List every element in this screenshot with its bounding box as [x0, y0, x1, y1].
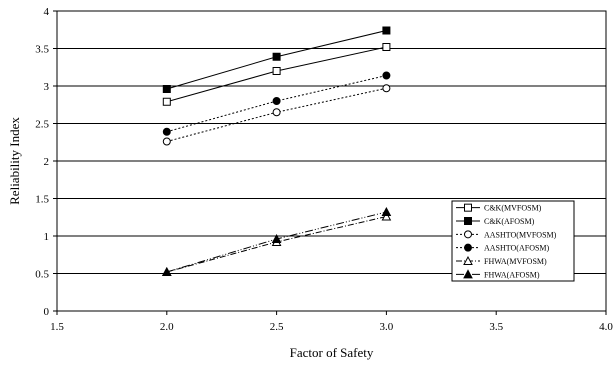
- data-point-square: [382, 43, 391, 51]
- legend-box: [451, 200, 575, 282]
- legend-item: C&K(AFOSM): [456, 217, 535, 226]
- series-2: [162, 84, 391, 146]
- data-point-circle: [464, 243, 472, 252]
- legend-item: AASHTO(MVFOSM): [456, 230, 557, 239]
- legend-item: FHWA(MVFOSM): [456, 255, 547, 266]
- y-tick-label: 1: [44, 231, 50, 243]
- data-point-square: [464, 203, 472, 212]
- data-point-square: [464, 217, 472, 225]
- x-tick-label: 2.0: [160, 321, 174, 333]
- y-axis-ticks: 0 0.5 1 1.5 2 2.5 3 3.5 4: [35, 6, 57, 318]
- data-point-triangle: [271, 233, 282, 243]
- series-line: [166, 75, 387, 133]
- data-point-circle: [464, 230, 472, 239]
- x-tick-label: 3.5: [489, 321, 503, 333]
- x-tick-label: 3.0: [380, 321, 394, 333]
- legend-item: FHWA(AFOSM): [456, 269, 540, 279]
- data-point-square: [162, 85, 171, 93]
- data-point-triangle: [381, 211, 392, 221]
- data-point-circle: [382, 71, 391, 80]
- legend-label: C&K(AFOSM): [484, 217, 535, 226]
- data-point-square: [272, 67, 281, 75]
- x-axis-label: Factor of Safety: [290, 345, 374, 360]
- y-tick-label: 3.5: [35, 44, 49, 56]
- y-tick-label: 3: [44, 81, 50, 93]
- y-tick-label: 4: [44, 6, 50, 18]
- series-4: [161, 211, 392, 276]
- data-point-circle: [162, 127, 171, 136]
- y-tick-label: 0.5: [35, 269, 49, 281]
- data-point-square: [162, 97, 171, 106]
- y-tick-label: 0: [44, 306, 50, 318]
- x-tick-label: 4.0: [599, 321, 613, 333]
- series-group: [161, 26, 392, 276]
- y-tick-label: 2: [44, 156, 50, 168]
- x-tick-label: 2.5: [270, 321, 284, 333]
- x-axis-ticks: 1.5 2.0 2.5 3.0 3.5 4.0: [50, 311, 613, 333]
- data-point-square: [272, 52, 281, 61]
- series-1: [162, 26, 391, 93]
- legend-item: C&K(MVFOSM): [456, 203, 542, 213]
- data-point-triangle: [463, 255, 473, 265]
- data-point-square: [382, 26, 391, 35]
- data-point-circle: [382, 84, 391, 93]
- legend-label: FHWA(AFOSM): [484, 270, 540, 279]
- legend-item: AASHTO(AFOSM): [456, 243, 550, 253]
- data-point-triangle: [463, 269, 473, 279]
- series-0: [162, 43, 391, 106]
- legend-label: C&K(MVFOSM): [484, 204, 542, 213]
- x-tick-label: 1.5: [50, 321, 64, 333]
- y-tick-label: 1.5: [35, 194, 49, 206]
- data-point-triangle: [381, 206, 392, 216]
- series-5: [161, 206, 392, 276]
- legend: C&K(MVFOSM) C&K(AFOSM) AASHTO(MVFOSM) AASHT…: [451, 200, 575, 282]
- data-point-circle: [272, 97, 281, 105]
- legend-label: AASHTO(AFOSM): [484, 244, 550, 253]
- data-point-circle: [272, 108, 281, 117]
- legend-label: FHWA(MVFOSM): [484, 257, 547, 266]
- series-3: [162, 71, 391, 136]
- data-point-triangle: [161, 266, 172, 276]
- legend-label: AASHTO(MVFOSM): [484, 230, 557, 239]
- data-point-circle: [162, 137, 171, 146]
- y-tick-label: 2.5: [35, 119, 49, 131]
- y-axis-label: Reliability Index: [7, 117, 22, 205]
